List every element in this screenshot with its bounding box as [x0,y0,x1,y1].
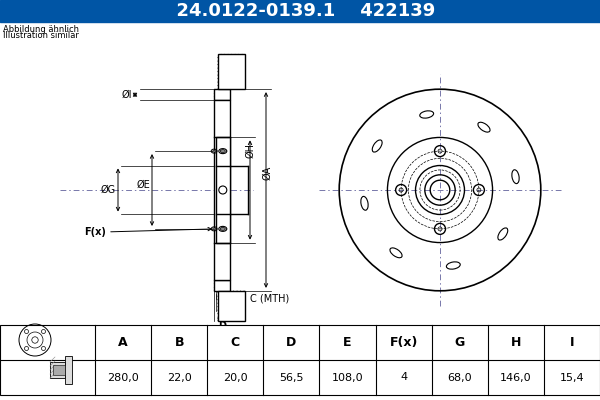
Text: ØE: ØE [136,180,150,190]
Text: D: D [218,321,226,331]
Text: 146,0: 146,0 [500,372,532,382]
Text: 20,0: 20,0 [223,372,248,382]
Bar [218,291,245,321]
Bar [65,356,72,384]
Text: 68,0: 68,0 [448,372,472,382]
Ellipse shape [220,150,226,153]
Text: E: E [343,336,352,349]
Bar [0,325,600,395]
Text: B: B [175,336,184,349]
Bar [50,362,65,378]
Text: F(x): F(x) [84,227,106,237]
Text: A: A [118,336,128,349]
Text: 108,0: 108,0 [332,372,364,382]
Text: ØI: ØI [121,90,132,100]
Text: 15,4: 15,4 [560,372,584,382]
Text: G: G [455,336,465,349]
Text: 56,5: 56,5 [279,372,304,382]
Text: C: C [231,336,240,349]
Text: ØH: ØH [245,144,255,158]
Bar [0,0,600,22]
Text: 4: 4 [400,372,407,382]
Ellipse shape [220,227,226,230]
Bar [214,280,230,291]
Text: 24.0122-0139.1    422139: 24.0122-0139.1 422139 [164,2,436,20]
Bar [53,365,65,375]
Text: I: I [569,336,574,349]
Bar [214,100,230,280]
Text: D: D [286,336,296,349]
Bar [218,54,245,89]
Text: ØA: ØA [262,166,272,180]
Ellipse shape [212,228,215,230]
Text: Abbildung ähnlich: Abbildung ähnlich [3,25,79,34]
Text: 22,0: 22,0 [167,372,191,382]
Text: C (MTH): C (MTH) [250,294,289,304]
Bar [0,22,600,325]
Text: H: H [511,336,521,349]
Bar [214,89,230,100]
Text: B: B [219,311,226,321]
Text: 280,0: 280,0 [107,372,139,382]
Text: ØG: ØG [101,185,116,195]
Text: F(x): F(x) [389,336,418,349]
Text: Illustration similar: Illustration similar [3,31,79,40]
Bar [215,138,230,242]
Ellipse shape [212,150,215,152]
